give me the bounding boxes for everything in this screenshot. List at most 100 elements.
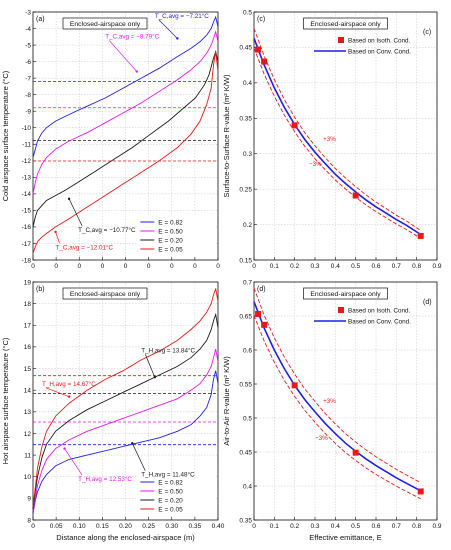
y-tick-label: 15: [24, 366, 32, 373]
minus-band-line: [253, 47, 421, 239]
y-axis-label: Hot airspace surface temperature (°C): [1, 337, 10, 464]
x-tick-label: 0.40: [212, 523, 225, 530]
y-tick-label: -3: [25, 9, 31, 16]
average-arrow-head: [176, 37, 179, 40]
band-label: −3%: [315, 435, 328, 442]
average-arrow: [45, 387, 70, 397]
data-point: [352, 449, 359, 456]
average-label: T_C,avg = −7.21°C: [155, 12, 209, 20]
annotation-box: [303, 17, 388, 30]
average-arrow-head: [131, 441, 134, 445]
legend-marker: [338, 307, 344, 313]
x-tick-label: 0.8: [412, 523, 421, 530]
y-tick-label: 0.5: [243, 9, 252, 16]
legend-entry: E = 0.50: [158, 488, 183, 495]
y-tick-label: 0.4: [243, 483, 252, 490]
average-arrow-head: [135, 70, 138, 73]
x-axis-label: Distance along the enclosed-airspace (m): [56, 533, 195, 542]
x-tick-label: 0.6: [371, 263, 380, 270]
x-tick-label: 0: [170, 263, 174, 270]
average-label: T_H,avg = 14.67°C: [42, 380, 96, 388]
annotation-box: [62, 287, 148, 300]
legend-entry: E = 0.05: [158, 246, 183, 253]
x-tick-label: 0.5: [351, 263, 360, 270]
x-tick-label: 0.7: [392, 263, 401, 270]
data-point: [255, 46, 262, 53]
y-tick-label: 0.15: [239, 257, 252, 264]
minus-band-line: [253, 315, 421, 500]
x-tick-label: 0.10: [73, 523, 86, 530]
x-tick-label: 0.25: [142, 523, 155, 530]
data-point: [261, 58, 268, 65]
y-tick-label: 0.45: [239, 45, 252, 52]
y-tick-label: 13: [24, 409, 32, 416]
x-tick-label: 0: [252, 263, 256, 270]
panel-label-right: (d): [423, 299, 432, 306]
panel-label-right: (c): [423, 29, 431, 36]
legend-marker: [338, 37, 344, 43]
annotation-text: Enclosed-airspace only: [70, 21, 141, 28]
series-line: [32, 50, 219, 228]
panel-label: (d): [257, 286, 266, 293]
y-tick-label: 0.7: [243, 279, 252, 286]
y-tick-label: 0.25: [239, 186, 252, 193]
average-arrow: [158, 19, 178, 39]
y-tick-label: 0.2: [243, 222, 252, 229]
legend-entry: E = 0.82: [158, 479, 183, 486]
plus-band-line: [253, 287, 421, 484]
x-tick-label: 0.15: [96, 523, 109, 530]
y-tick-label: -10: [22, 125, 32, 132]
x-tick-label: 0: [54, 263, 58, 270]
average-arrow-head: [54, 230, 57, 234]
band-label: +3%: [323, 136, 336, 143]
x-tick-label: 0.7: [392, 523, 401, 530]
y-tick-label: 8: [27, 517, 31, 524]
x-tick-label: 0.30: [165, 523, 178, 530]
y-tick-label: -16: [22, 224, 32, 231]
average-arrow-head: [153, 376, 157, 379]
band-label: −3%: [309, 161, 322, 168]
x-tick-label: 0.9: [432, 523, 441, 530]
average-label: T_H,avg = 13.84°C: [141, 346, 195, 354]
y-tick-label: -4: [25, 26, 31, 33]
annotation-box: [303, 287, 388, 300]
series-line: [32, 288, 219, 508]
x-tick-label: 0.3: [310, 263, 319, 270]
y-tick-label: -5: [25, 42, 31, 49]
plot-frame: [253, 281, 438, 521]
x-tick-label: 0.1: [270, 523, 279, 530]
average-label: T_H,avg = 12.53°C: [78, 475, 132, 483]
x-tick-label: 0.20: [119, 523, 132, 530]
y-tick-label: 18: [24, 301, 32, 308]
y-tick-label: 16: [24, 344, 32, 351]
x-tick-label: 0: [252, 523, 256, 530]
panel-label: (a): [36, 16, 45, 23]
average-label: T_C,avg = −12.01°C: [56, 243, 114, 251]
panel-a-cold-temperature: 0 0 0 0 0 0 0 0 0-18-17-16-15-14-13-12-11-10-9-8…: [1, 9, 220, 270]
x-tick-label: 0.2: [290, 523, 299, 530]
x-tick-label: 0: [31, 263, 35, 270]
average-arrow: [131, 443, 146, 471]
average-arrow: [64, 448, 83, 476]
x-tick-label: 0: [77, 263, 81, 270]
average-label: T_C,avg = −10.77°C: [78, 226, 136, 234]
x-tick-label: 0.3: [310, 523, 319, 530]
x-tick-label: 0: [193, 263, 197, 270]
legend-entry: E = 0.82: [158, 219, 183, 226]
fit-curve: [253, 301, 422, 492]
data-point: [291, 122, 298, 129]
y-tick-label: -12: [22, 158, 32, 165]
x-tick-label: 0.4: [331, 263, 340, 270]
y-tick-label: -17: [22, 241, 32, 248]
legend-entry: Based on Isoth. Cond.: [348, 308, 411, 315]
y-tick-label: -13: [22, 175, 32, 182]
x-tick-label: 0.8: [412, 263, 421, 270]
y-tick-label: -11: [22, 142, 31, 149]
annotation-text: Enclosed-airspace only: [70, 291, 141, 298]
average-arrow-head: [67, 197, 71, 201]
average-arrow-head: [67, 395, 71, 398]
x-tick-label: 0.35: [189, 523, 202, 530]
y-tick-label: 0.65: [239, 313, 252, 320]
x-tick-label: 0.6: [371, 523, 380, 530]
